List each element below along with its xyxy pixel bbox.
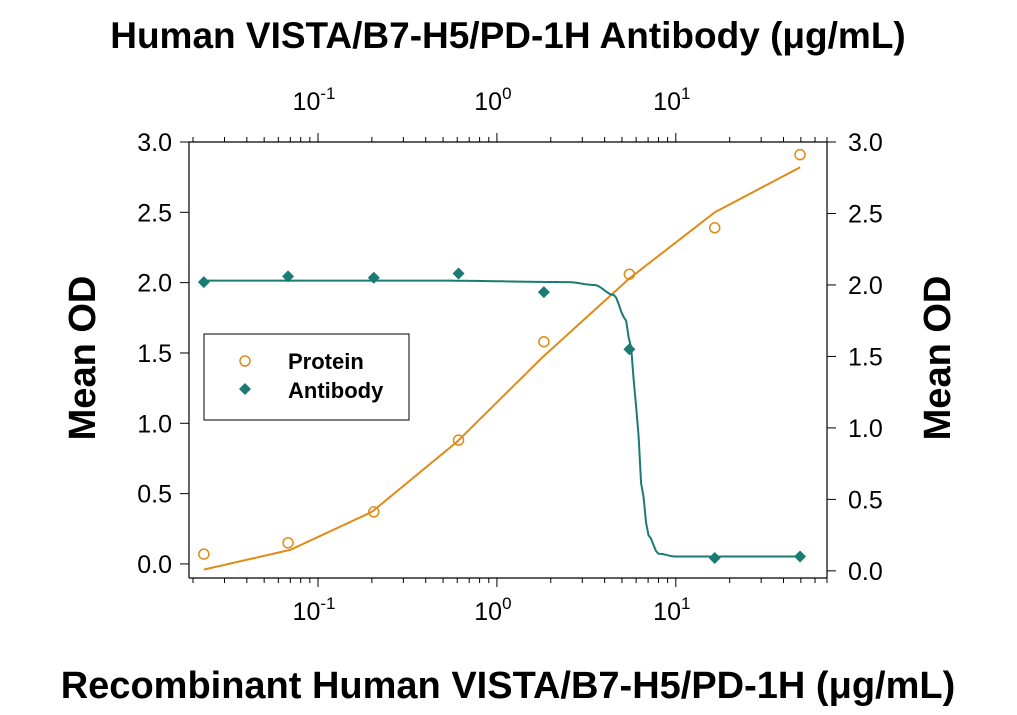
legend: Protein Antibody	[203, 333, 410, 421]
y-right-tick-label: 0.0	[848, 558, 883, 586]
data-points-group	[197, 148, 807, 564]
antibody-point	[537, 286, 550, 299]
protein-point	[623, 268, 636, 280]
x-bottom-tick-label: 101	[653, 594, 690, 626]
antibody-point	[367, 271, 380, 284]
antibody-point	[452, 267, 465, 280]
antibody-fit-curve	[203, 279, 801, 558]
fit-curves-group	[203, 166, 801, 571]
x-top-tick-label: 101	[653, 84, 690, 116]
y-right-tick-label: 0.5	[848, 486, 883, 514]
protein-fit-curve	[203, 166, 801, 571]
x-top-tick-label: 100	[474, 84, 511, 116]
protein-point	[452, 434, 465, 446]
antibody-point	[708, 551, 721, 564]
legend-antibody-label: Antibody	[288, 378, 384, 403]
y-left-tick-label: 0.0	[137, 551, 172, 579]
y-left-tick-label: 1.5	[137, 340, 172, 368]
legend-protein-marker	[239, 355, 251, 367]
y-left-tick-label: 0.5	[137, 481, 172, 509]
y-axis-label-right: Mean OD	[917, 276, 959, 441]
y-right-tick-label: 2.5	[848, 200, 883, 228]
y-left-tick-label: 3.0	[137, 129, 172, 157]
protein-point	[538, 335, 550, 348]
antibody-point	[197, 276, 210, 289]
x-top-tick-label: 10-1	[293, 84, 336, 116]
antibody-point	[794, 550, 807, 563]
y-right-tick-label: 1.0	[848, 415, 883, 443]
y-left-tick-label: 1.0	[137, 410, 172, 438]
legend-box	[203, 333, 410, 421]
axes-group	[188, 141, 828, 579]
legend-antibody-marker	[239, 383, 251, 395]
protein-point	[368, 506, 380, 518]
y-left-tick-label: 2.0	[137, 270, 172, 298]
y-right-tick-label: 2.0	[848, 272, 883, 300]
protein-point	[198, 548, 210, 560]
legend-protein-label: Protein	[288, 349, 364, 374]
protein-point	[794, 148, 806, 161]
antibody-point	[623, 343, 636, 356]
x-axis-label: Recombinant Human VISTA/B7-H5/PD-1H (μg/…	[61, 665, 956, 707]
y-left-tick-label: 2.5	[137, 199, 172, 227]
antibody-point	[282, 270, 295, 283]
chart-title: Human VISTA/B7-H5/PD-1H Antibody (μg/mL)	[110, 15, 906, 56]
y-axis-label-left: Mean OD	[62, 276, 104, 441]
x-bottom-tick-label: 100	[474, 594, 511, 626]
x-bottom-tick-label: 10-1	[293, 594, 336, 626]
y-right-tick-label: 1.5	[848, 343, 883, 371]
y-right-tick-label: 3.0	[848, 129, 883, 157]
protein-point	[708, 222, 721, 234]
protein-point	[282, 537, 294, 549]
ticks-group: 10-1 10-1 100 100 101 101 0.0 0.5 1.0 1.5 2.0 2.5 3.…	[137, 84, 883, 626]
